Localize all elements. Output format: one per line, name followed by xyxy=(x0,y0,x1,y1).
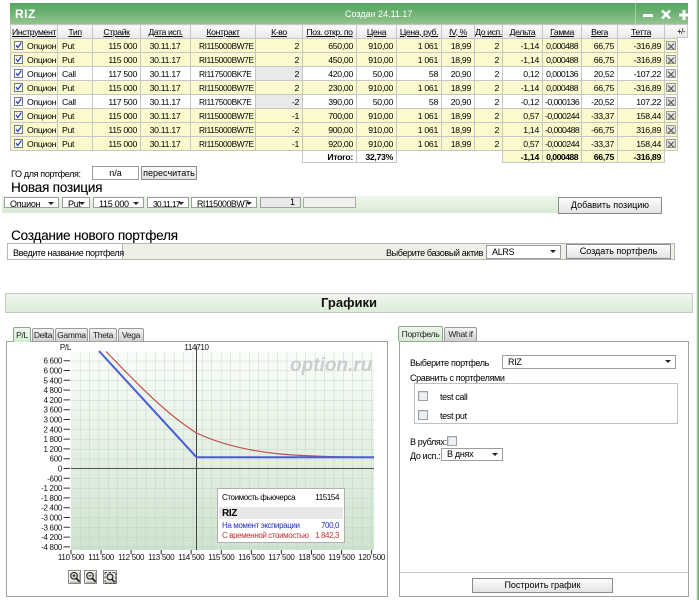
svg-text:1 200: 1 200 xyxy=(43,445,62,454)
svg-text:600: 600 xyxy=(50,455,63,464)
svg-text:115 500: 115 500 xyxy=(208,553,235,562)
svg-text:-4 800: -4 800 xyxy=(41,543,63,552)
svg-text:111 500: 111 500 xyxy=(88,553,114,562)
svg-text:120 500: 120 500 xyxy=(358,553,386,562)
svg-text:3 600: 3 600 xyxy=(43,406,62,415)
svg-text:113 500: 113 500 xyxy=(148,553,175,562)
svg-text:117 500: 117 500 xyxy=(268,553,295,562)
svg-text:118 500: 118 500 xyxy=(298,553,325,562)
svg-text:option.ru: option.ru xyxy=(290,355,373,376)
svg-text:-4 200: -4 200 xyxy=(41,533,63,542)
svg-text:-600: -600 xyxy=(47,474,63,483)
svg-text:1 800: 1 800 xyxy=(43,435,62,444)
svg-text:116 500: 116 500 xyxy=(238,553,265,562)
svg-text:2 400: 2 400 xyxy=(43,425,62,434)
svg-text:119 500: 119 500 xyxy=(328,553,355,562)
svg-text:-1 200: -1 200 xyxy=(41,484,63,493)
svg-text:4 800: 4 800 xyxy=(43,386,62,395)
svg-text:0: 0 xyxy=(58,465,63,474)
svg-text:-1 800: -1 800 xyxy=(41,494,63,503)
svg-text:114 500: 114 500 xyxy=(178,553,205,562)
svg-text:3 000: 3 000 xyxy=(43,416,62,425)
svg-text:112 500: 112 500 xyxy=(118,553,145,562)
svg-text:114710: 114710 xyxy=(184,343,209,352)
svg-text:-3 000: -3 000 xyxy=(41,514,63,523)
svg-text:5 400: 5 400 xyxy=(43,376,62,385)
svg-text:110 500: 110 500 xyxy=(58,553,85,562)
svg-text:4 200: 4 200 xyxy=(43,396,62,405)
svg-text:6 000: 6 000 xyxy=(43,367,62,376)
svg-text:6 600: 6 600 xyxy=(43,357,62,366)
svg-text:-3 600: -3 600 xyxy=(41,523,63,532)
svg-text:P/L: P/L xyxy=(60,343,72,352)
svg-text:-2 400: -2 400 xyxy=(41,504,63,513)
